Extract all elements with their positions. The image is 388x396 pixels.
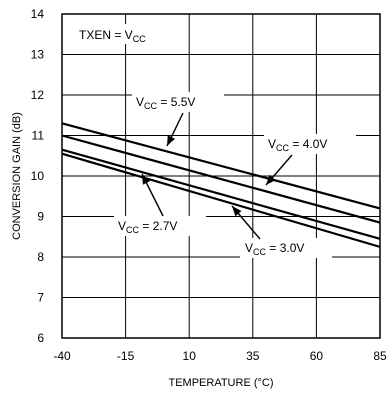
series-lines [61,122,381,248]
x-tick-label: 60 [310,349,324,363]
annotation-vcc-2-7v-arrowhead [142,174,151,185]
y-tick-label: 6 [37,331,44,345]
series-line-2 [61,134,381,224]
label-background [264,134,356,154]
x-tick-label: 35 [246,349,260,363]
label-background [114,216,206,236]
x-axis-title: TEMPERATURE (°C) [168,377,273,389]
tick-labels: -40 -15 10 35 60 85 6 7 8 9 10 11 12 13 14 [31,7,387,363]
x-tick-label: -40 [53,349,71,363]
x-tick-label: 85 [373,349,387,363]
label-background [240,238,332,258]
x-tick-label: -15 [117,349,135,363]
y-tick-label: 11 [32,129,45,143]
label-background [132,92,224,112]
annotation-vcc-3-0v: VCC = 3.0V [245,241,304,257]
y-tick-label: 9 [37,210,44,224]
annotation-vcc-4-0v: VCC = 4.0V [268,137,327,153]
y-tick-label: 13 [31,48,45,62]
series-line-4 [61,152,381,248]
y-tick-label: 14 [31,7,45,21]
annotation-vcc-5-5v-arrowhead [167,135,175,146]
grid [62,14,380,338]
y-tick-label: 12 [31,88,45,102]
condition-label: TXEN = VCC [79,28,146,44]
plot-frame [61,13,381,339]
x-tick-label: 10 [183,349,197,363]
annotation-vcc-3-0v-arrowhead [232,206,242,217]
annotation-vcc-4-0v-arrowhead [266,174,276,185]
y-tick-label: 7 [37,291,44,305]
y-tick-label: 8 [37,250,44,264]
annotation-vcc-2-7v: VCC = 2.7V [118,219,177,235]
y-axis-title: CONVERSION GAIN (dB) [11,112,23,240]
series-line-3 [61,148,381,240]
y-tick-label: 10 [31,169,45,183]
annotation-vcc-5-5v: VCC = 5.5V [136,95,195,111]
series-line-1 [61,122,381,210]
annotations: TXEN = VCC VCC = 5.5V VCC = 4.0V VCC = 2.7V… [70,24,356,258]
label-background [70,24,162,44]
